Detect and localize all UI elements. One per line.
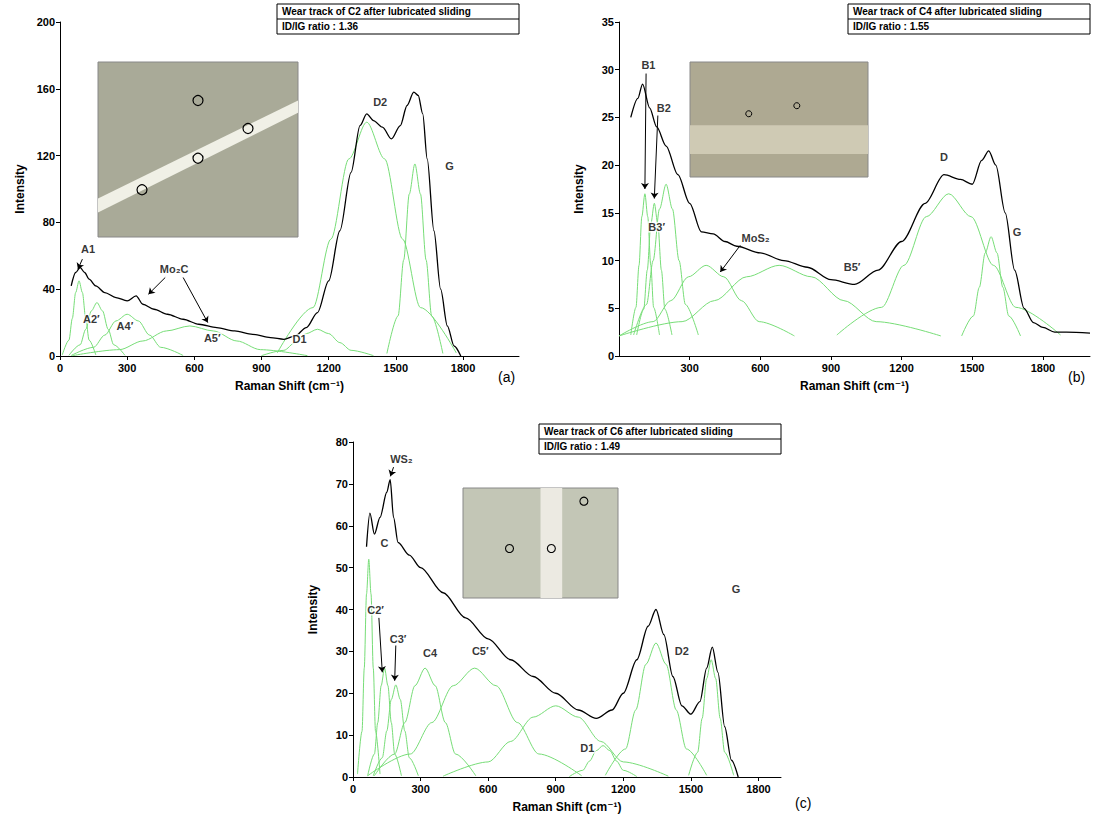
svg-text:B2: B2 xyxy=(657,102,671,114)
svg-text:B1: B1 xyxy=(641,59,655,71)
svg-text:1800: 1800 xyxy=(451,362,475,374)
svg-text:0: 0 xyxy=(57,362,63,374)
svg-text:MoS₂: MoS₂ xyxy=(742,232,770,244)
svg-text:Intensity: Intensity xyxy=(13,164,27,214)
svg-text:20: 20 xyxy=(336,687,348,699)
svg-text:1500: 1500 xyxy=(960,362,984,374)
svg-text:(a): (a) xyxy=(498,369,515,385)
svg-text:20: 20 xyxy=(602,159,614,171)
svg-text:B3′: B3′ xyxy=(648,221,665,233)
svg-text:600: 600 xyxy=(185,362,203,374)
svg-text:Raman Shift (cm⁻¹): Raman Shift (cm⁻¹) xyxy=(512,800,621,814)
svg-text:1500: 1500 xyxy=(679,783,703,795)
svg-text:1800: 1800 xyxy=(746,783,770,795)
svg-text:5: 5 xyxy=(608,302,614,314)
svg-text:A5′: A5′ xyxy=(204,332,221,344)
svg-text:D2: D2 xyxy=(675,645,689,657)
svg-text:D1: D1 xyxy=(293,333,307,345)
svg-text:15: 15 xyxy=(602,207,614,219)
svg-text:30: 30 xyxy=(602,64,614,76)
svg-text:G: G xyxy=(445,160,454,172)
svg-text:50: 50 xyxy=(336,562,348,574)
svg-text:300: 300 xyxy=(118,362,136,374)
svg-text:Mo₂C: Mo₂C xyxy=(160,263,189,275)
svg-text:1800: 1800 xyxy=(1031,362,1055,374)
svg-text:D1: D1 xyxy=(580,742,594,754)
svg-text:1200: 1200 xyxy=(611,783,635,795)
svg-text:70: 70 xyxy=(336,478,348,490)
svg-text:A4′: A4′ xyxy=(117,320,134,332)
svg-text:D: D xyxy=(940,151,948,163)
svg-text:ID/IG ratio : 1.36: ID/IG ratio : 1.36 xyxy=(282,21,359,32)
svg-text:30: 30 xyxy=(336,645,348,657)
svg-text:C5′: C5′ xyxy=(472,645,489,657)
svg-text:C2′: C2′ xyxy=(367,604,384,616)
svg-text:300: 300 xyxy=(680,362,698,374)
svg-text:1500: 1500 xyxy=(384,362,408,374)
svg-text:Raman Shift (cm⁻¹): Raman Shift (cm⁻¹) xyxy=(800,379,909,393)
svg-text:D2: D2 xyxy=(373,96,387,108)
svg-text:0: 0 xyxy=(608,350,614,362)
svg-text:C: C xyxy=(381,537,389,549)
svg-text:Raman Shift (cm⁻¹): Raman Shift (cm⁻¹) xyxy=(235,379,344,393)
svg-text:B5′: B5′ xyxy=(844,261,861,273)
svg-text:80: 80 xyxy=(336,436,348,448)
svg-text:C4: C4 xyxy=(423,647,438,659)
svg-text:10: 10 xyxy=(602,255,614,267)
svg-text:10: 10 xyxy=(336,729,348,741)
svg-text:G: G xyxy=(732,583,741,595)
svg-text:40: 40 xyxy=(336,604,348,616)
svg-text:WS₂: WS₂ xyxy=(390,453,413,465)
svg-text:120: 120 xyxy=(37,150,55,162)
svg-text:900: 900 xyxy=(252,362,270,374)
svg-text:900: 900 xyxy=(822,362,840,374)
svg-text:40: 40 xyxy=(43,283,55,295)
svg-text:A2′: A2′ xyxy=(83,313,100,325)
svg-text:600: 600 xyxy=(751,362,769,374)
svg-text:1200: 1200 xyxy=(316,362,340,374)
svg-text:ID/IG ratio : 1.49: ID/IG ratio : 1.49 xyxy=(544,441,621,452)
svg-text:600: 600 xyxy=(479,783,497,795)
svg-text:200: 200 xyxy=(37,16,55,28)
svg-text:ID/IG ratio : 1.55: ID/IG ratio : 1.55 xyxy=(853,21,930,32)
svg-text:300: 300 xyxy=(411,783,429,795)
svg-text:C3′: C3′ xyxy=(390,633,407,645)
svg-text:25: 25 xyxy=(602,111,614,123)
svg-text:Wear track of C6 after lubrica: Wear track of C6 after lubricated slidin… xyxy=(544,426,733,437)
svg-text:60: 60 xyxy=(336,520,348,532)
svg-text:160: 160 xyxy=(37,83,55,95)
svg-text:0: 0 xyxy=(342,771,348,783)
svg-text:900: 900 xyxy=(547,783,565,795)
svg-text:Intensity: Intensity xyxy=(306,585,320,635)
svg-text:A1: A1 xyxy=(81,243,95,255)
svg-text:1200: 1200 xyxy=(889,362,913,374)
svg-text:Intensity: Intensity xyxy=(572,164,586,214)
svg-text:0: 0 xyxy=(350,783,356,795)
svg-text:Wear track of C4 after lubrica: Wear track of C4 after lubricated slidin… xyxy=(853,6,1042,17)
svg-text:G: G xyxy=(1013,226,1022,238)
svg-text:0: 0 xyxy=(49,350,55,362)
svg-text:35: 35 xyxy=(602,16,614,28)
svg-text:80: 80 xyxy=(43,216,55,228)
svg-text:(b): (b) xyxy=(1068,369,1085,385)
svg-text:(c): (c) xyxy=(795,795,811,811)
svg-text:Wear track of C2 after lubrica: Wear track of C2 after lubricated slidin… xyxy=(282,6,471,17)
